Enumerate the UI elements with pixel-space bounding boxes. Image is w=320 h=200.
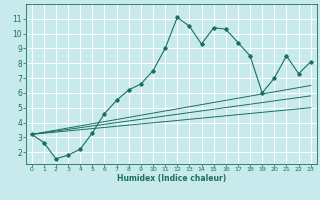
X-axis label: Humidex (Indice chaleur): Humidex (Indice chaleur)	[116, 174, 226, 183]
